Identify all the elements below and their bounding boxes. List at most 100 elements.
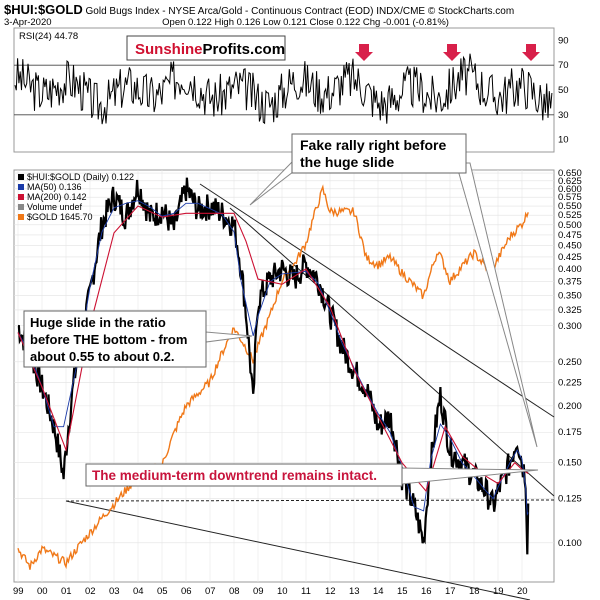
legend-swatch <box>18 214 24 220</box>
callout-line: before THE bottom - from <box>30 332 187 347</box>
rsi-label: RSI(24) 44.78 <box>19 31 78 42</box>
y-tick-label: 0.175 <box>558 427 582 438</box>
ohlc-label: Open 0.122 High 0.126 Low 0.121 Close 0.… <box>162 17 449 28</box>
trendlines <box>65 183 555 600</box>
x-tick-label: 07 <box>205 586 216 597</box>
trendline-medium <box>229 207 555 497</box>
y-tick-label: 0.575 <box>558 192 582 203</box>
callout-line: the huge slide <box>300 154 394 170</box>
x-tick-label: 11 <box>301 586 311 597</box>
x-tick-label: 05 <box>157 586 168 597</box>
rsi-tick-label: 30 <box>558 110 569 121</box>
x-tick-label: 17 <box>445 586 456 597</box>
callout-line: Huge slide in the ratio <box>30 315 166 330</box>
series-gold-line <box>17 184 529 570</box>
y-tick-label: 0.525 <box>558 210 582 221</box>
y-tick-label: 0.225 <box>558 378 582 389</box>
y-tick-label: 0.425 <box>558 252 582 263</box>
legend-label: Volume undef <box>27 202 83 212</box>
legend-swatch <box>18 194 24 200</box>
legend-label: $GOLD 1645.70 <box>27 212 93 222</box>
y-axis: 0.6500.6250.6000.5750.5500.5250.5000.475… <box>558 168 582 549</box>
rsi-tick-label: 90 <box>558 35 569 46</box>
series-ratio-line <box>17 177 530 555</box>
callout-box <box>85 463 403 487</box>
y-tick-label: 0.125 <box>558 494 582 505</box>
date-label: 3-Apr-2020 <box>4 17 52 28</box>
x-tick-label: 10 <box>277 586 288 597</box>
rsi-line <box>14 53 553 125</box>
legend-label: MA(50) 0.136 <box>27 182 82 192</box>
legend-swatch <box>18 184 24 190</box>
x-tick-label: 08 <box>229 586 240 597</box>
callout-line: about 0.55 to about 0.2. <box>30 349 174 364</box>
grid <box>14 170 554 582</box>
y-tick-label: 0.150 <box>558 458 582 469</box>
x-tick-label: 18 <box>469 586 480 597</box>
x-tick-label: 06 <box>181 586 192 597</box>
annotation-fake-rally: Fake rally right before the huge slide <box>249 133 538 448</box>
y-tick-label: 0.375 <box>558 277 582 288</box>
watermark-part1: Sunshine <box>135 41 203 58</box>
y-tick-label: 0.300 <box>558 321 582 332</box>
legend-label: $HUI:$GOLD (Daily) 0.122 <box>27 172 134 182</box>
watermark-box <box>126 35 286 61</box>
trendline-long <box>199 183 555 418</box>
y-tick-label: 0.650 <box>558 168 582 179</box>
legend-swatch <box>18 204 24 210</box>
arrow-down-icon <box>443 44 461 61</box>
y-tick-label: 0.325 <box>558 305 582 316</box>
main-panel-frame <box>13 169 555 583</box>
x-axis: 99 00 01 02 03 04 05 06 07 08 09 10 11 12 13 14 15 16 17 18… <box>13 586 528 597</box>
annotation-huge-slide: Huge slide in the ratio before THE botto… <box>23 310 253 368</box>
x-tick-label: 03 <box>109 586 120 597</box>
x-tick-label: 16 <box>421 586 432 597</box>
x-tick-label: 12 <box>325 586 336 597</box>
y-tick-label: 0.100 <box>558 538 582 549</box>
trendline-support <box>65 500 531 600</box>
callout-line: Fake rally right before <box>300 137 446 153</box>
x-tick-label: 99 <box>13 586 24 597</box>
annotation-downtrend: The medium-term downtrend remains intact… <box>85 463 539 487</box>
callout-box <box>23 310 207 368</box>
chart-subheader: 3-Apr-2020 Open 0.122 High 0.126 Low 0.1… <box>4 17 449 28</box>
legend-swatch <box>18 174 24 180</box>
rsi-tick-label: 50 <box>558 85 569 96</box>
chart-header: $HUI:$GOLD Gold Bugs Index - NYSE Arca/G… <box>4 2 514 17</box>
y-tick-label: 0.400 <box>558 264 582 275</box>
x-tick-label: 14 <box>373 586 384 597</box>
x-tick-label: 19 <box>493 586 504 597</box>
arrow-down-icon <box>522 44 540 61</box>
x-tick-label: 04 <box>133 586 144 597</box>
credit-label: © StockCharts.com <box>427 6 515 17</box>
x-tick-label: 15 <box>397 586 408 597</box>
watermark-text: SunshineProfits.com <box>135 41 285 58</box>
description-label: Gold Bugs Index - NYSE Arca/Gold - Conti… <box>85 6 426 17</box>
rsi-tick-label: 10 <box>558 135 569 146</box>
y-tick-label: 0.350 <box>558 290 582 301</box>
callout-box <box>291 133 467 174</box>
y-tick-label: 0.600 <box>558 184 582 195</box>
rsi-top-arrows <box>355 44 540 61</box>
watermark-part2: Profits.com <box>203 41 286 58</box>
y-tick-label: 0.475 <box>558 230 582 241</box>
y-tick-label: 0.625 <box>558 176 582 187</box>
y-tick-label: 0.550 <box>558 201 582 212</box>
symbol-label: $HUI:$GOLD <box>4 2 83 17</box>
callout-text: The medium-term downtrend remains intact… <box>92 468 377 483</box>
arrow-down-icon <box>355 44 373 61</box>
y-tick-label: 0.500 <box>558 220 582 231</box>
x-tick-label: 09 <box>253 586 264 597</box>
y-tick-label: 0.200 <box>558 401 582 412</box>
x-tick-label: 13 <box>349 586 360 597</box>
rsi-tick-label: 70 <box>558 60 569 71</box>
x-tick-label: 01 <box>61 586 72 597</box>
y-tick-label: 0.450 <box>558 241 582 252</box>
x-tick-label: 00 <box>37 586 48 597</box>
legend-label: MA(200) 0.142 <box>27 192 87 202</box>
x-tick-label: 20 <box>517 586 528 597</box>
horizontal-level <box>65 499 555 502</box>
